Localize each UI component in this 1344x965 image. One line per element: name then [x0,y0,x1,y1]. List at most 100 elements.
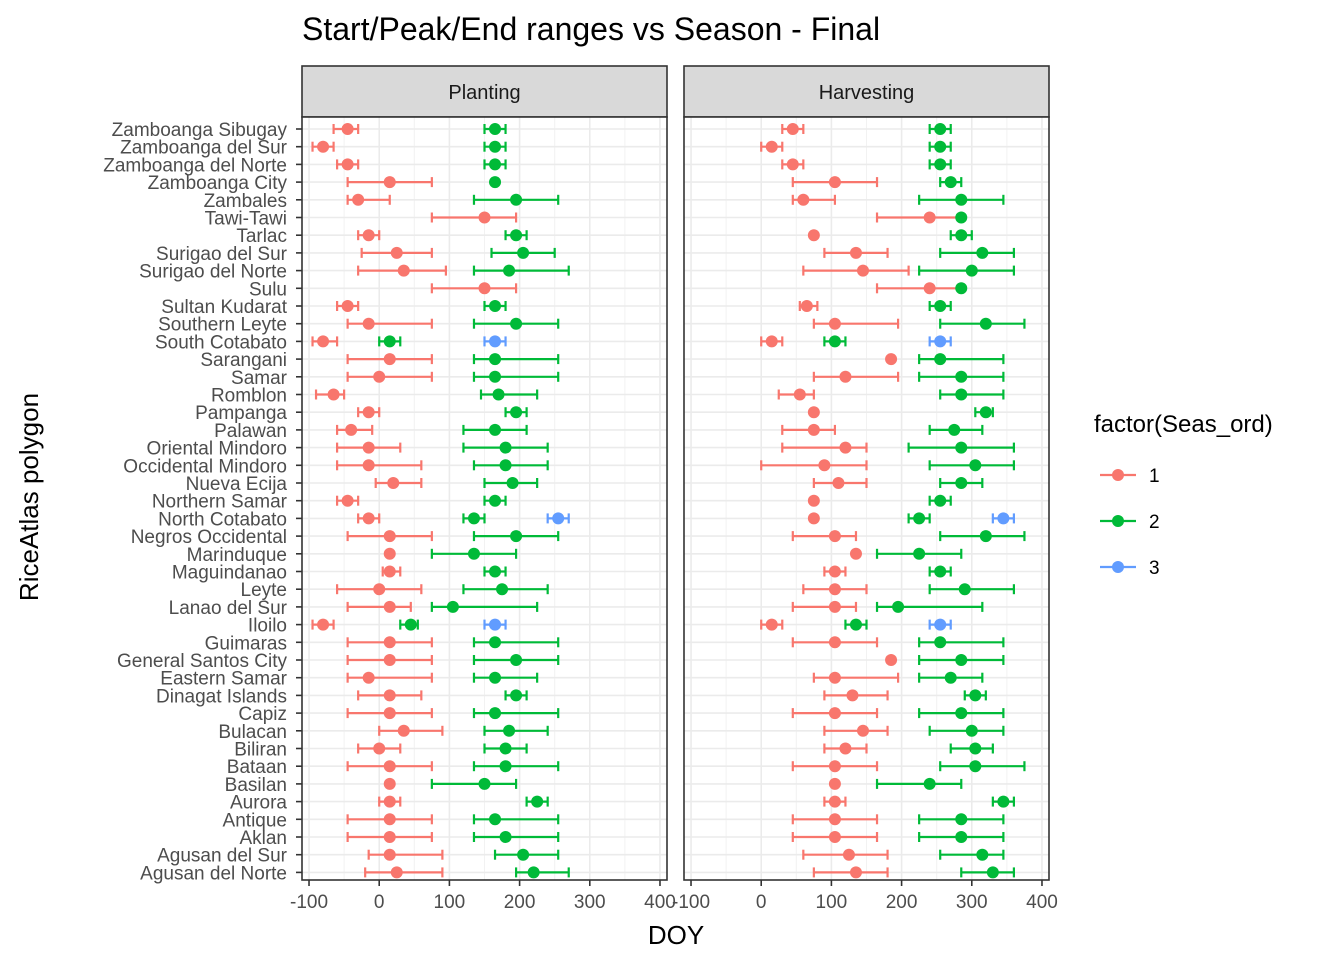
peak-point [327,388,340,401]
data-point-group [378,335,402,348]
peak-point [955,707,968,720]
peak-point [839,742,852,755]
data-point-group [483,477,539,489]
data-point-group [907,441,1016,454]
peak-point [397,724,410,737]
peak-point [383,547,396,560]
data-point-group [430,282,518,295]
legend-keys: 1 2 3 [1098,455,1160,587]
y-axis-title: RiceAtlas polygon [14,393,44,601]
peak-point [955,388,968,401]
peak-point [383,760,396,773]
data-point-group [828,777,841,790]
legend-key-label: 2 [1149,512,1160,533]
data-point-group [335,494,360,507]
data-point-group [346,353,433,366]
peak-point [934,300,947,312]
peak-point [969,689,982,702]
y-tick-label: Bulacan [218,722,287,743]
data-point-group [928,158,952,171]
peak-point [489,671,502,684]
peak-point [317,335,330,348]
data-point-group [483,724,549,737]
peak-point [362,406,375,419]
y-tick-label: Antique [223,810,287,831]
peak-point [383,813,396,826]
peak-point [786,158,799,171]
peak-point [923,777,936,790]
legend-key-2: 2 [1098,501,1160,541]
peak-point [383,176,396,189]
data-point-group [918,353,1005,366]
peak-point [397,264,410,277]
data-point-group [791,831,879,843]
y-tick-label: Zamboanga Sibugay [112,120,288,141]
y-tick-label: Romblon [211,386,287,407]
data-point-group [823,246,889,259]
data-point-group [781,423,837,436]
data-point-group [928,459,1016,472]
peak-point [979,406,992,419]
y-tick-label: Eastern Samar [160,669,287,690]
data-point-group [472,370,560,383]
data-point-group [546,512,570,525]
data-point-group [335,583,423,596]
peak-point [317,140,330,153]
series-1 [760,123,963,879]
data-point-group [462,512,486,525]
data-point-group [462,423,528,436]
data-point-group [357,264,447,277]
facet-strip-label: Planting [448,82,520,104]
data-point-group [367,848,444,861]
peak-point [765,335,778,348]
peak-point [317,618,330,631]
peak-point [552,512,565,525]
y-tick-label: Occidental Mindoro [123,456,287,477]
y-tick-label: Palawan [214,421,287,442]
peak-point [383,795,396,808]
peak-point [446,600,459,613]
peak-point [828,795,841,808]
data-point-group [346,813,433,826]
data-point-group [781,158,805,171]
peak-point [965,724,978,737]
y-tick-label: Surigao del Norte [139,262,287,283]
peak-point [362,229,375,242]
data-point-group [472,264,570,277]
data-point-group [918,707,1005,720]
peak-point [489,300,502,312]
data-point-group [991,512,1016,525]
y-tick-label: Aurora [230,793,287,814]
y-tick-label: Guimaras [205,633,287,654]
series-1 [311,123,518,879]
peak-point [828,777,841,790]
data-point-group [928,123,952,135]
y-tick-label: Zamboanga del Sur [120,138,288,159]
peak-point [489,353,502,366]
peak-point [390,246,403,259]
data-point-group [472,654,560,666]
x-axis-title: DOY [648,920,704,950]
data-point-group [430,777,518,790]
peak-point [341,300,354,312]
x-tick-label: 200 [504,892,536,913]
peak-point [499,760,512,773]
data-point-group [760,140,784,153]
data-point-group [823,742,868,755]
peak-point [765,140,778,153]
peak-point [965,264,978,277]
data-point-group [346,671,433,684]
data-point-group [483,140,507,153]
data-point-group [364,866,444,879]
data-point-group [791,813,879,826]
data-point-group [346,600,412,613]
y-tick-label: Negros Occidental [131,527,287,548]
data-point-group [472,707,560,720]
peak-point [828,176,841,189]
y-tick-label: Lanao del Sur [169,598,288,619]
data-point-group [383,547,396,560]
peak-point [832,477,845,489]
data-point-group [812,370,900,383]
peak-point [885,353,898,366]
